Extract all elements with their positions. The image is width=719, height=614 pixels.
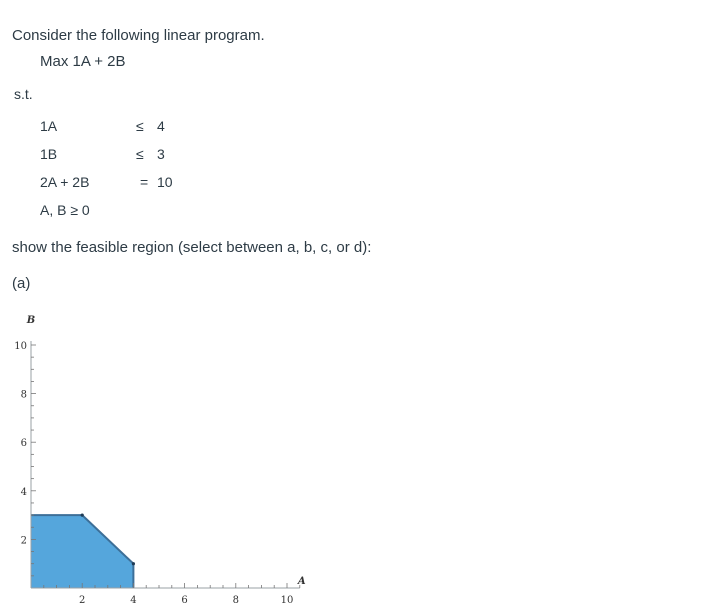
y-tick-label: 10 — [14, 341, 27, 352]
y-tick-label: 4 — [21, 487, 27, 498]
y-tick-label: 8 — [21, 390, 27, 401]
intro-text: Consider the following linear program. — [12, 27, 265, 44]
nonnegativity-constraint: A, B ≥ 0 — [40, 202, 90, 218]
objective-function: Max 1A + 2B — [40, 53, 126, 70]
constraint-lhs: 1B — [40, 146, 58, 162]
constraint-rhs: 4 — [157, 118, 165, 134]
constraint-operator: ≤ — [136, 146, 144, 162]
question-prompt: show the feasible region (select between… — [12, 239, 372, 256]
region-vertex — [80, 513, 84, 517]
x-tick-label: 10 — [281, 595, 294, 606]
feasible-region-chart: 2 4 6 8 10 2 4 6 8 10 B A — [14, 315, 306, 606]
region-vertex — [131, 562, 135, 566]
constraint-rhs: 3 — [157, 146, 165, 162]
constraint-operator: ≤ — [136, 118, 144, 134]
feasible-region — [31, 515, 134, 588]
region-boundary — [31, 514, 135, 588]
y-tick-label: 6 — [21, 438, 27, 449]
constraint-lhs: 2A + 2B — [40, 174, 90, 190]
x-tick-label: 8 — [233, 595, 239, 606]
x-axis-label: A — [297, 576, 306, 587]
x-tick-label: 4 — [130, 595, 136, 606]
constraint-lhs: 1A — [40, 118, 58, 134]
constraint-rhs: 10 — [157, 174, 173, 190]
x-tick-label: 6 — [181, 595, 187, 606]
option-label-a: (a) — [12, 275, 31, 292]
y-axis-label: B — [26, 315, 35, 326]
st-label: s.t. — [14, 86, 33, 102]
x-tick-label: 2 — [79, 595, 85, 606]
constraint-operator: = — [140, 174, 149, 190]
y-tick-label: 2 — [21, 535, 27, 546]
